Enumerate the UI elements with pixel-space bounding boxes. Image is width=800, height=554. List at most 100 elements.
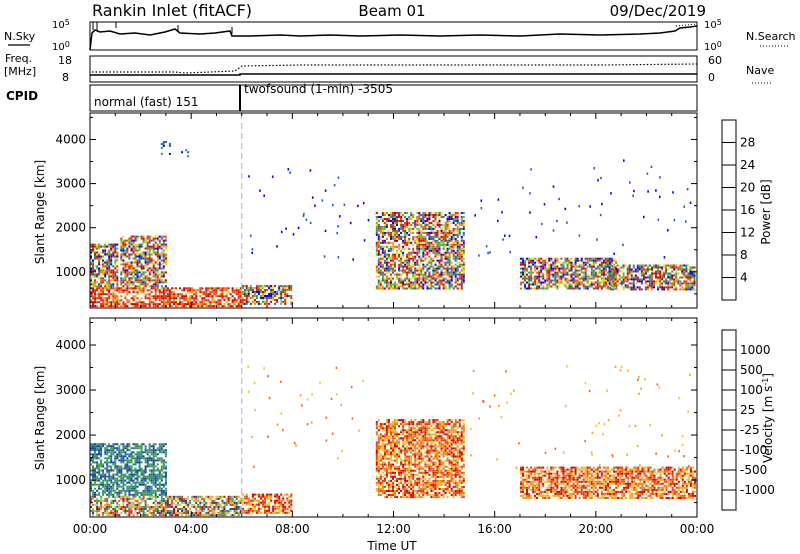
power-echo-cell <box>630 282 633 285</box>
power-echo-cell <box>462 216 465 218</box>
power-echo-cell <box>158 273 161 276</box>
power-echo-cell <box>110 247 113 250</box>
velocity-echo-cell <box>158 512 161 514</box>
power-echo-cell <box>148 295 151 298</box>
power-echo-cell <box>450 281 453 284</box>
power-echo-cell <box>420 261 423 264</box>
power-echo-cell <box>400 281 403 284</box>
velocity-echo-cell <box>94 491 96 494</box>
power-echo-cell <box>640 274 643 277</box>
velocity-echo-cell <box>241 499 244 502</box>
velocity-echo-cell <box>223 512 226 514</box>
power-echo-cell <box>458 222 461 224</box>
power-echo-cell <box>96 251 99 254</box>
power-echo-cell <box>235 305 238 308</box>
velocity-echo-cell <box>120 465 123 468</box>
velocity-echo-cell <box>138 465 141 468</box>
velocity-echo-cell <box>150 479 153 482</box>
power-echo-cell <box>418 216 421 218</box>
velocity-echo-cell <box>185 497 188 500</box>
velocity-echo-cell <box>179 508 181 510</box>
power-echo-cell <box>655 276 657 279</box>
power-echo-cell <box>116 279 119 282</box>
power-echo-cell <box>568 259 571 262</box>
velocity-echo-cell <box>247 511 250 514</box>
power-echo-cell <box>416 269 419 272</box>
power-echo-cell <box>430 241 433 244</box>
power-echo-cell <box>683 270 686 273</box>
power-echo-cell <box>489 251 491 254</box>
power-echo-cell <box>245 293 248 295</box>
power-echo-cell <box>636 276 639 279</box>
velocity-echo-cell <box>260 501 262 504</box>
power-echo-cell <box>375 241 378 244</box>
power-echo-cell <box>270 289 273 291</box>
velocity-echo-cell <box>142 497 145 500</box>
power-echo-cell <box>383 227 386 230</box>
velocity-echo-cell <box>136 451 139 454</box>
power-echo-cell <box>144 271 147 274</box>
velocity-echo-cell <box>173 495 175 498</box>
power-echo-cell <box>120 237 123 240</box>
power-echo-cell <box>422 249 425 252</box>
power-echo-cell <box>665 270 668 273</box>
power-echo-cell <box>120 263 123 266</box>
power-echo-cell <box>616 288 619 291</box>
power-echo-cell <box>590 265 593 268</box>
power-echo-cell <box>422 275 425 278</box>
power-echo-cell <box>430 285 433 288</box>
power-echo-cell <box>110 287 113 290</box>
power-echo-cell <box>574 279 577 282</box>
power-echo-cell <box>611 261 613 264</box>
velocity-echo-cell <box>90 489 92 492</box>
power-echo-cell <box>394 261 396 264</box>
velocity-echo-cell <box>114 459 117 462</box>
power-echo-cell <box>199 291 202 294</box>
power-echo-cell <box>568 287 571 290</box>
power-echo-cell <box>446 279 449 282</box>
velocity-echo-cell <box>102 479 105 482</box>
power-echo-cell <box>154 243 157 246</box>
velocity-echo-cell <box>170 501 173 504</box>
power-echo-cell <box>164 291 167 294</box>
power-echo-cell <box>207 305 210 308</box>
velocity-echo-cell <box>128 503 131 506</box>
power-echo-cell <box>454 277 457 280</box>
velocity-echo-cell <box>138 475 141 478</box>
power-echo-cell <box>398 227 401 230</box>
power-echo-cell <box>580 281 583 284</box>
power-echo-cell <box>280 285 283 288</box>
velocity-echo-cell <box>152 471 155 474</box>
velocity-echo-cell <box>207 508 210 510</box>
power-echo-cell <box>140 243 143 246</box>
power-echo-cell <box>534 275 537 278</box>
power-echo-cell <box>197 303 200 306</box>
power-echo-cell <box>406 218 409 220</box>
power-echo-cell <box>600 277 603 280</box>
power-echo-cell <box>426 231 429 234</box>
velocity-echo-cell <box>152 451 155 454</box>
velocity-echo-cell <box>154 503 157 506</box>
power-echo-cell <box>398 279 401 282</box>
velocity-echo-cell <box>152 514 155 517</box>
power-echo-cell <box>659 176 661 179</box>
velocity-echo-cell <box>116 487 119 490</box>
power-echo-cell <box>424 247 427 250</box>
power-echo-cell <box>456 229 459 232</box>
power-echo-cell <box>98 301 101 304</box>
velocity-echo-cell <box>136 508 139 510</box>
velocity-echo-cell <box>144 445 147 448</box>
velocity-echo-cell <box>158 447 161 450</box>
power-echo-cell <box>570 269 573 272</box>
power-echo-cell <box>450 214 453 216</box>
power-echo-cell <box>247 289 250 291</box>
velocity-echo-cell <box>136 512 139 514</box>
power-echo-cell <box>106 263 109 266</box>
power-echo-cell <box>685 270 688 273</box>
power-echo-cell <box>92 305 94 308</box>
power-echo-cell <box>100 293 103 296</box>
power-echo-cell <box>460 265 463 268</box>
power-echo-cell <box>205 305 208 308</box>
power-echo-cell <box>414 287 417 290</box>
velocity-echo-cell <box>92 508 94 510</box>
